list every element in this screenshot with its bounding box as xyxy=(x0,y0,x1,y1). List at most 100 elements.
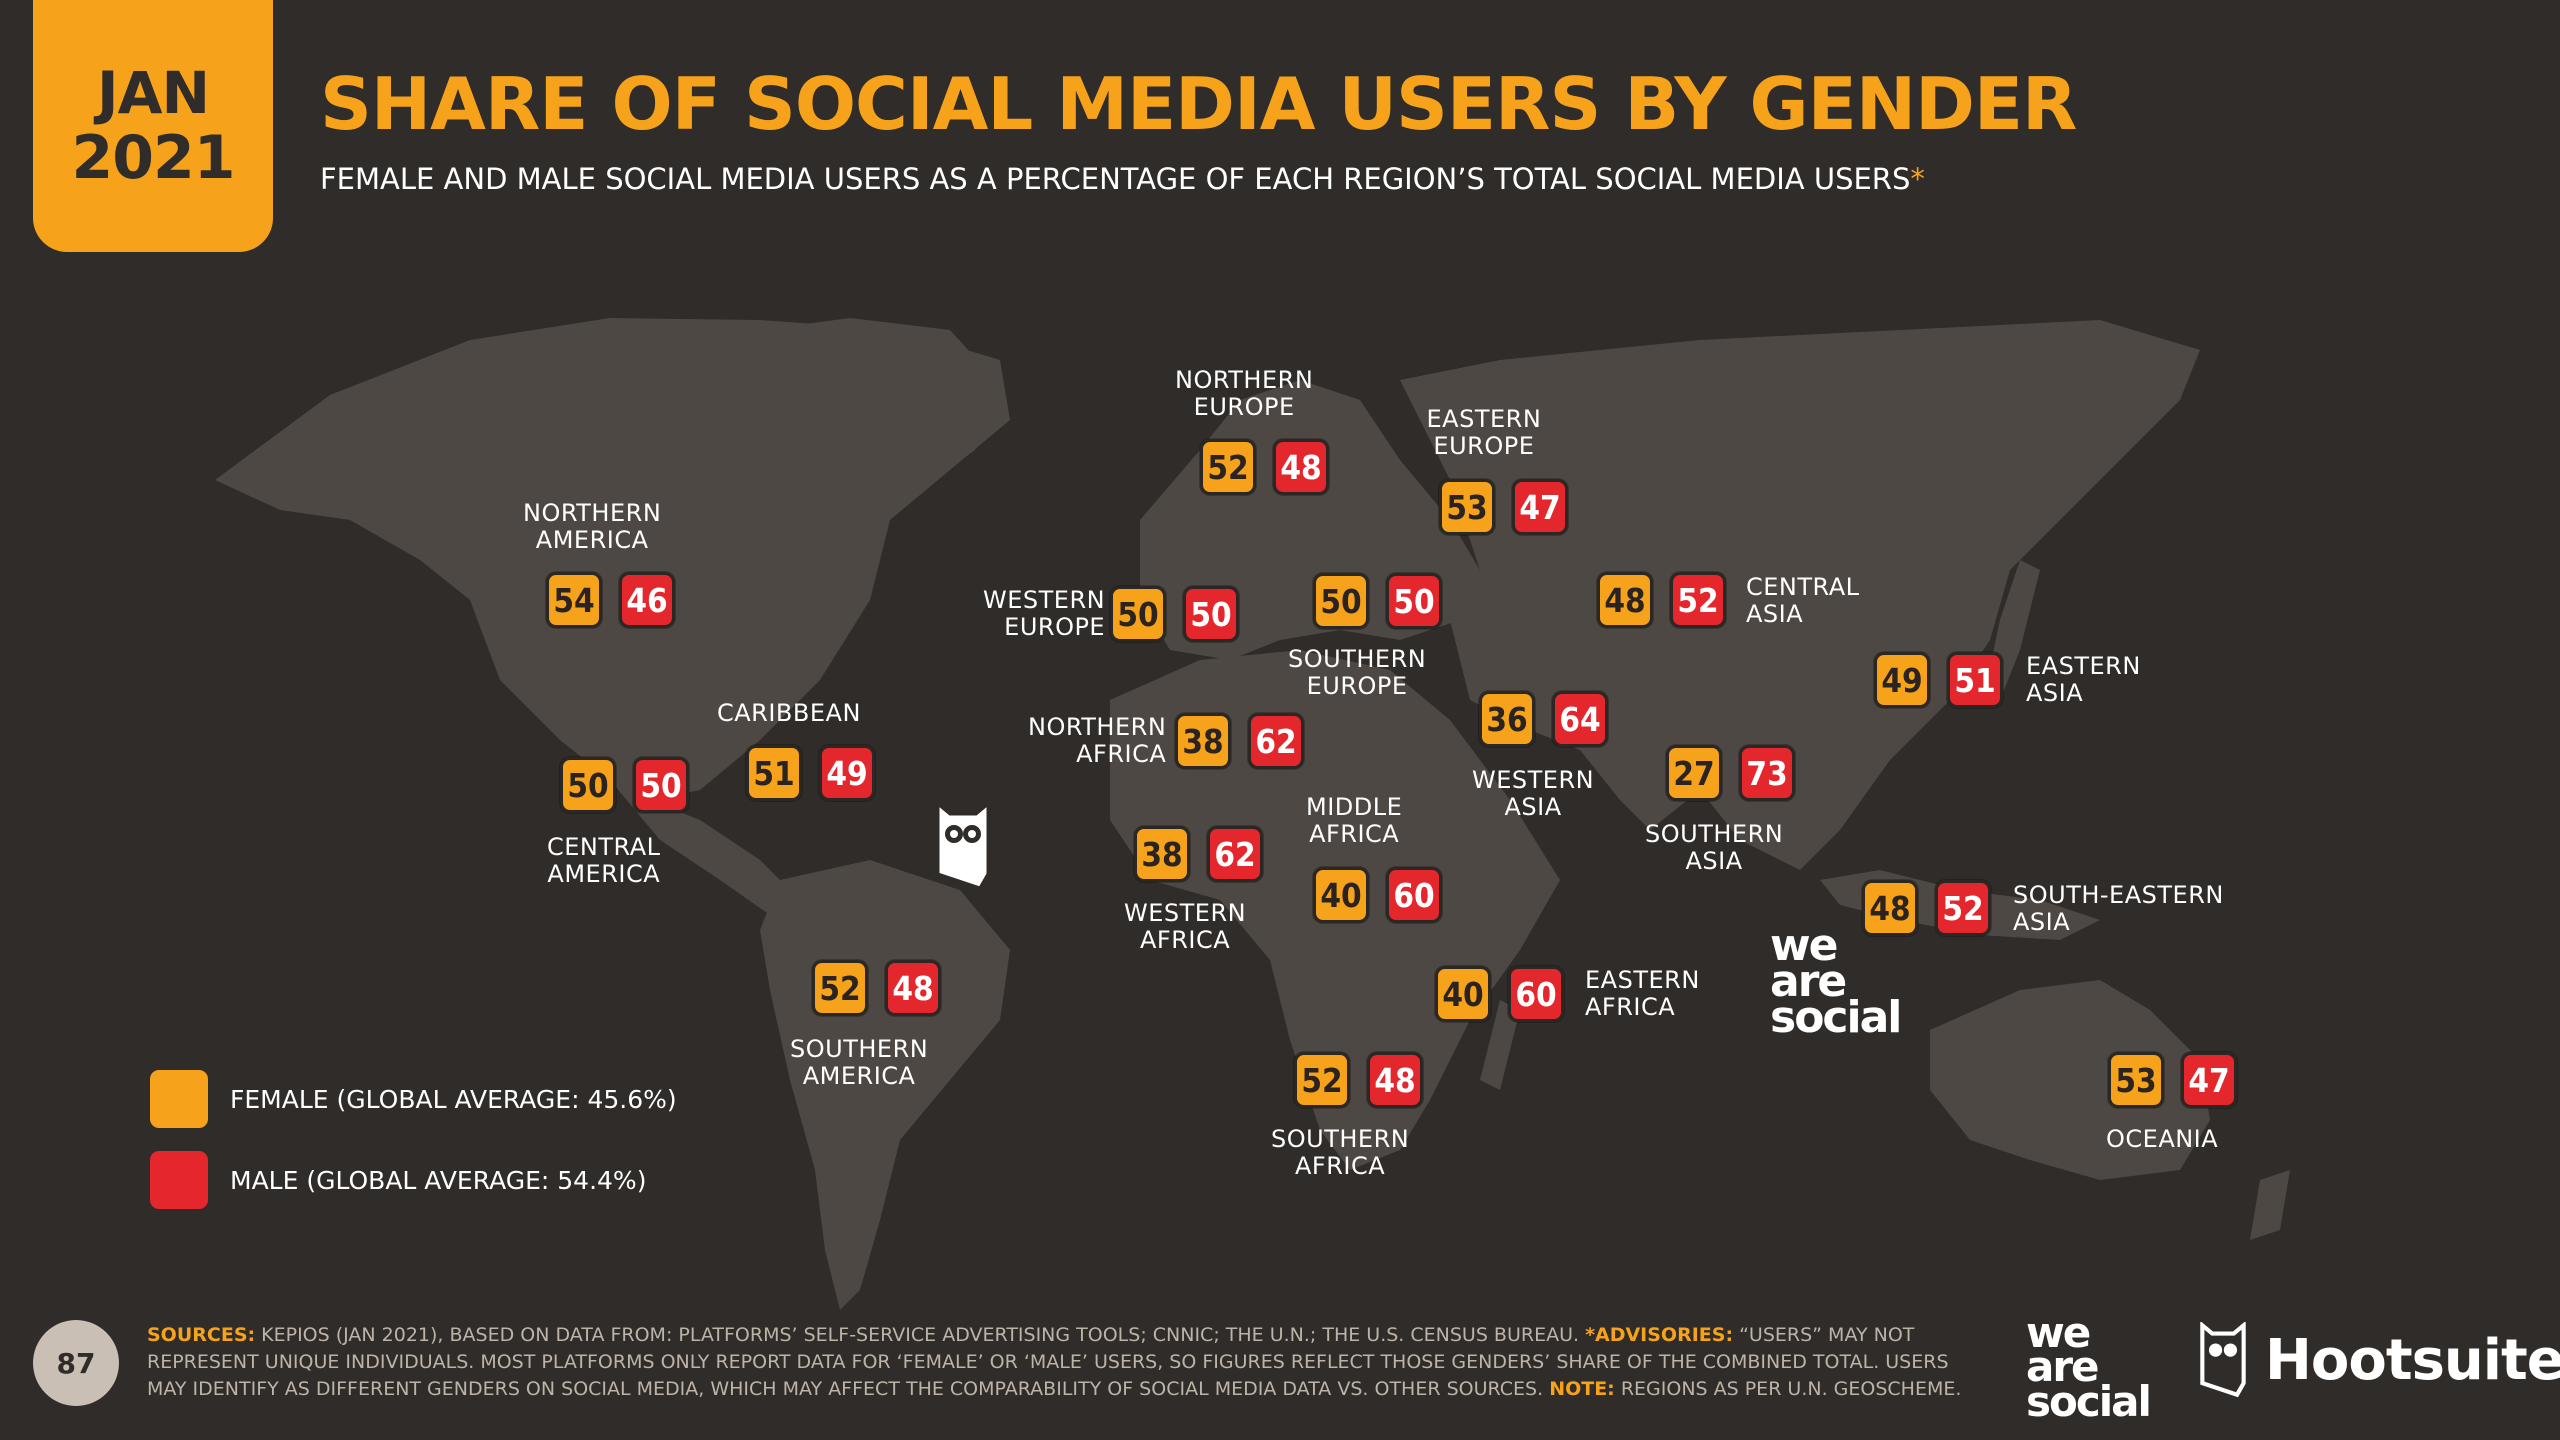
male-value-eastern-asia: 51 xyxy=(1947,652,2003,708)
date-year: 2021 xyxy=(71,123,236,193)
subtitle-text: FEMALE AND MALE SOCIAL MEDIA USERS AS A … xyxy=(320,162,1911,196)
map-australia xyxy=(1930,980,2210,1180)
region-label-southern-africa: SOUTHERN AFRICA xyxy=(1271,1126,1409,1180)
region-label-southern-america: SOUTHERN AMERICA xyxy=(790,1036,928,1090)
region-label-line1: WESTERN xyxy=(983,586,1106,614)
hootsuite-logo: Hootsuite® xyxy=(2195,1322,2560,1398)
region-label-line1: MIDDLE xyxy=(1306,793,1403,821)
legend-female: FEMALE (GLOBAL AVERAGE: 45.6%) xyxy=(150,1070,677,1128)
sources-text: KEPIOS (JAN 2021), BASED ON DATA FROM: P… xyxy=(261,1324,1580,1346)
male-value-western-africa: 62 xyxy=(1207,826,1263,882)
region-label-caribbean: CARIBBEAN xyxy=(717,700,861,727)
female-value-northern-europe: 52 xyxy=(1200,439,1256,495)
region-label-south-eastern-asia: SOUTH-EASTERN ASIA xyxy=(2013,882,2224,936)
legend-male: MALE (GLOBAL AVERAGE: 54.4%) xyxy=(150,1151,646,1209)
region-label-line1: SOUTHERN xyxy=(1645,820,1784,848)
region-label-line2: AMERICA xyxy=(535,526,649,554)
region-label-southern-europe: SOUTHERN EUROPE xyxy=(1288,646,1426,700)
region-label-northern-africa: NORTHERN AFRICA xyxy=(1028,714,1166,768)
male-value-central-asia: 52 xyxy=(1670,572,1726,628)
region-label-eastern-europe: EASTERN EUROPE xyxy=(1427,406,1542,460)
female-value-central-asia: 48 xyxy=(1597,572,1653,628)
footer-sources: SOURCES: KEPIOS (JAN 2021), BASED ON DAT… xyxy=(147,1322,1977,1403)
male-value-southern-asia: 73 xyxy=(1739,745,1795,801)
female-value-caribbean: 51 xyxy=(746,745,802,801)
region-label-line2: ASIA xyxy=(1685,847,1743,875)
female-value-western-asia: 36 xyxy=(1479,691,1535,747)
female-value-western-europe: 50 xyxy=(1110,586,1166,642)
female-value-oceania: 53 xyxy=(2108,1052,2164,1108)
region-label-line2: ASIA xyxy=(2026,679,2084,707)
female-value-northern-america: 54 xyxy=(546,572,602,628)
male-value-northern-america: 46 xyxy=(619,572,675,628)
male-value-oceania: 47 xyxy=(2181,1052,2237,1108)
region-label-line2: EUROPE xyxy=(1004,613,1106,641)
page-subtitle: FEMALE AND MALE SOCIAL MEDIA USERS AS A … xyxy=(320,162,1925,196)
region-label-line1: SOUTH-EASTERN xyxy=(2013,881,2224,909)
region-label-line1: SOUTHERN xyxy=(790,1035,929,1063)
map-new-zealand xyxy=(2250,1170,2290,1240)
legend-female-label: FEMALE (GLOBAL AVERAGE: 45.6%) xyxy=(230,1084,677,1114)
female-value-eastern-europe: 53 xyxy=(1439,479,1495,535)
female-value-southern-asia: 27 xyxy=(1666,745,1722,801)
footer-logo-word-social: social xyxy=(2026,1376,2152,1426)
map-madagascar xyxy=(1480,1000,1520,1090)
region-label-line2: AFRICA xyxy=(1309,820,1400,848)
region-label-eastern-africa: EASTERN AFRICA xyxy=(1585,967,1700,1021)
region-label-line2: AMERICA xyxy=(802,1062,916,1090)
subtitle-asterisk: * xyxy=(1910,162,1925,196)
female-value-eastern-africa: 40 xyxy=(1435,966,1491,1022)
female-value-eastern-asia: 49 xyxy=(1874,652,1930,708)
logo-word-are: are xyxy=(1770,956,1847,1008)
region-label-line1: OCEANIA xyxy=(2106,1125,2219,1153)
advisories-text: “USERS” MAY NOT REPRESENT UNIQUE INDIVID… xyxy=(147,1324,1949,1400)
male-value-caribbean: 49 xyxy=(819,745,875,801)
male-value-western-asia: 64 xyxy=(1552,691,1608,747)
male-value-southern-europe: 50 xyxy=(1386,573,1442,629)
region-label-line1: CENTRAL xyxy=(1746,573,1860,601)
region-label-line2: EUROPE xyxy=(1306,672,1408,700)
region-label-line2: EUROPE xyxy=(1433,432,1535,460)
note-label: NOTE: xyxy=(1549,1378,1615,1400)
region-label-line1: NORTHERN xyxy=(523,499,662,527)
region-label-eastern-asia: EASTERN ASIA xyxy=(2026,653,2141,707)
owl-icon xyxy=(936,800,990,890)
female-value-middle-africa: 40 xyxy=(1313,867,1369,923)
region-label-line1: CARIBBEAN xyxy=(717,699,861,727)
region-label-line2: AFRICA xyxy=(1295,1152,1386,1180)
region-label-middle-africa: MIDDLE AFRICA xyxy=(1306,794,1402,848)
region-label-central-america: CENTRAL AMERICA xyxy=(547,834,661,888)
page-title: SHARE OF SOCIAL MEDIA USERS BY GENDER xyxy=(320,62,2077,146)
male-value-middle-africa: 60 xyxy=(1386,867,1442,923)
region-label-central-asia: CENTRAL ASIA xyxy=(1746,574,1860,628)
region-label-line1: NORTHERN xyxy=(1175,366,1314,394)
region-label-oceania: OCEANIA xyxy=(2106,1126,2218,1153)
region-label-line1: EASTERN xyxy=(1585,966,1700,994)
logo-word-we: we xyxy=(1770,920,1839,971)
region-label-western-europe: WESTERN EUROPE xyxy=(983,587,1105,641)
female-value-northern-africa: 38 xyxy=(1175,713,1231,769)
region-label-line2: ASIA xyxy=(1504,793,1562,821)
date-badge: JAN 2021 xyxy=(33,0,273,252)
region-label-line1: EASTERN xyxy=(1426,405,1542,433)
date-month: JAN xyxy=(96,59,210,127)
region-label-northern-america: NORTHERN AMERICA xyxy=(523,500,661,554)
region-label-western-asia: WESTERN ASIA xyxy=(1472,767,1594,821)
male-value-central-america: 50 xyxy=(633,757,689,813)
region-label-line1: SOUTHERN xyxy=(1288,645,1427,673)
region-label-southern-asia: SOUTHERN ASIA xyxy=(1645,821,1783,875)
male-value-southern-africa: 48 xyxy=(1367,1052,1423,1108)
region-label-line1: EASTERN xyxy=(2026,652,2141,680)
female-value-southern-america: 52 xyxy=(812,960,868,1016)
male-value-western-europe: 50 xyxy=(1183,586,1239,642)
male-value-eastern-africa: 60 xyxy=(1508,966,1564,1022)
map-north-america xyxy=(215,318,1010,800)
footer-logo-word-are: are xyxy=(2026,1342,2100,1392)
we-are-social-logo-map: we are social xyxy=(1770,920,1902,1039)
hootsuite-owl-icon xyxy=(2200,1322,2246,1398)
map-greenland xyxy=(760,318,1000,490)
advisories-label: *ADVISORIES: xyxy=(1585,1324,1734,1346)
page-number: 87 xyxy=(33,1320,119,1406)
region-label-line2: AFRICA xyxy=(1139,926,1231,954)
legend-male-swatch xyxy=(150,1151,208,1209)
